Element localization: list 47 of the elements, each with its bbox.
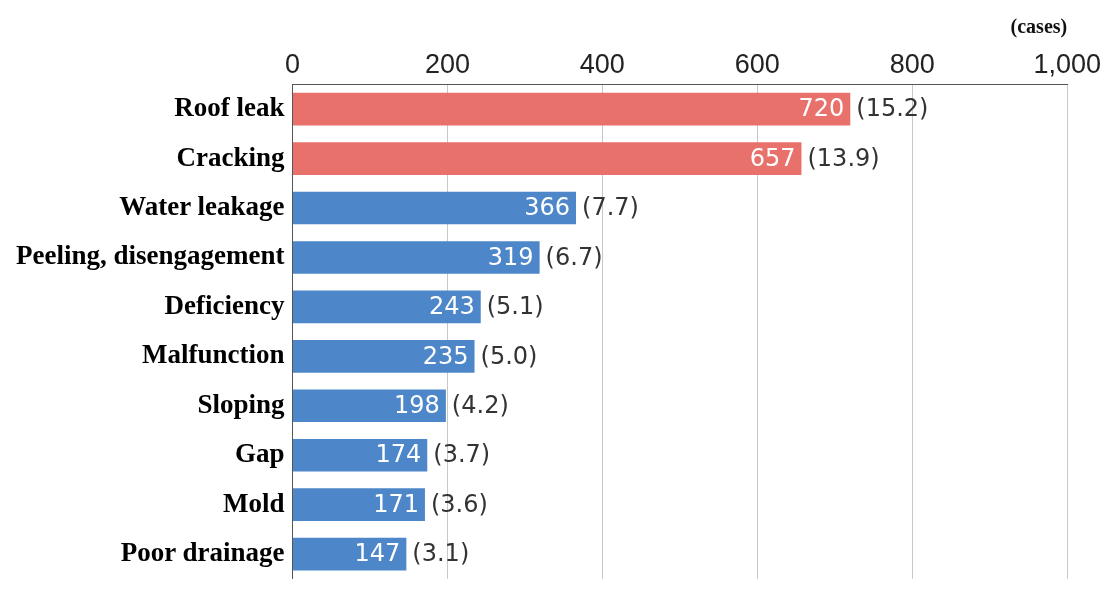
y-tick-label: Water leakage [119,190,285,221]
data-label: 198 [394,390,440,419]
x-tick-label: 400 [579,48,625,79]
annotation: (7.7) [582,193,639,222]
data-label: 235 [422,341,469,370]
x-tick-label: 0 [284,48,300,79]
y-tick-label: Deficiency [164,289,285,320]
bar [292,340,475,373]
data-label: 319 [487,242,534,271]
y-tick-label: Cracking [176,141,285,172]
annotation: (3.1) [412,539,470,568]
y-tick-label: Mold [222,487,285,518]
bar [292,488,425,521]
data-label: 366 [524,193,571,222]
annotation: (3.6) [430,489,488,518]
annotation: (6.7) [545,242,603,271]
y-tick-label: Poor drainage [120,537,285,568]
x-tick-label: 600 [734,48,780,79]
annotation: (15.2) [856,94,929,123]
data-label: 147 [354,539,401,568]
bar [292,438,428,472]
annotation: (5.1) [486,292,544,321]
data-label: 657 [749,143,796,172]
annotation: (13.9) [807,143,880,172]
y-tick-label: Peeling, disengagement [15,240,285,271]
data-label: 174 [375,440,422,469]
x-tick-label: 800 [889,48,935,79]
annotation: (5.0) [480,341,538,370]
bar [292,537,407,571]
y-tick-label: Sloping [197,388,285,419]
annotation: (4.2) [451,390,509,419]
bar [292,241,540,274]
y-tick-label: Malfunction [141,339,285,370]
x-tick-label: 1,000 [1033,48,1102,79]
bar [292,290,481,324]
y-tick-label: Gap [234,438,285,469]
bar [292,142,802,175]
bar [292,191,577,225]
data-label: 243 [428,292,475,321]
y-tick-label: Roof leak [174,92,285,123]
data-label: 720 [798,94,845,123]
annotation: (3.7) [433,440,491,469]
bar [292,389,446,423]
data-label: 171 [373,489,419,518]
bar [292,92,851,126]
x-axis-title: (cases) [1010,15,1068,39]
x-tick-label: 200 [424,48,470,79]
